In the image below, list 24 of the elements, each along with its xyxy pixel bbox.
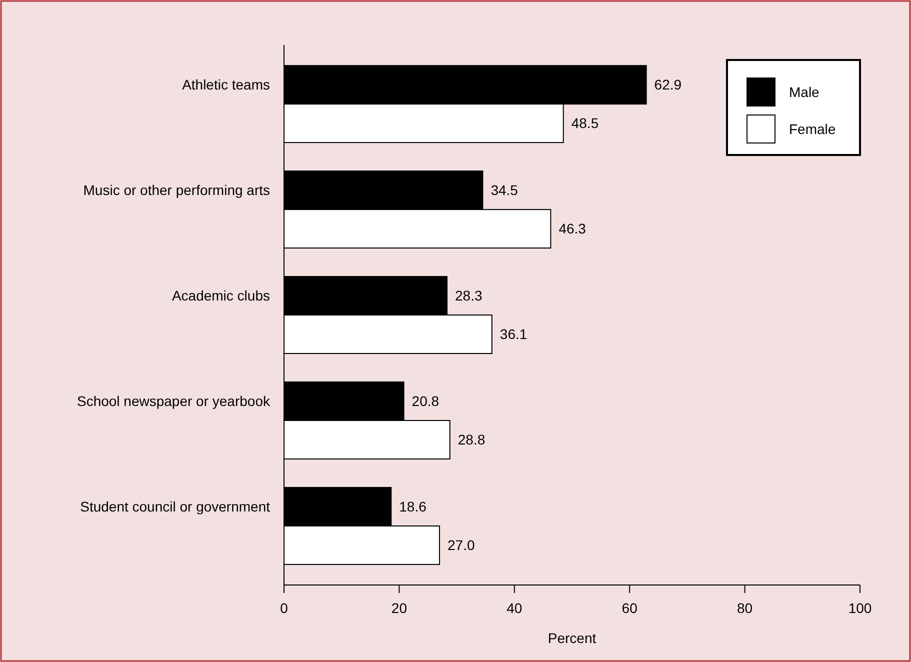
- x-tick-label: 20: [391, 600, 408, 616]
- x-tick-label: 80: [737, 600, 753, 616]
- x-tick-label: 40: [506, 600, 522, 616]
- y-tick-label: School newspaper or yearbook: [76, 393, 271, 410]
- data-label: 28.8: [458, 432, 486, 448]
- data-label: 20.8: [412, 393, 440, 410]
- data-label: 34.5: [490, 182, 518, 198]
- y-tick-label: Music or other performing arts: [83, 182, 270, 198]
- y-tick-label: Athletic teams: [182, 76, 270, 93]
- legend-label: Male: [789, 84, 820, 100]
- data-label: 46.3: [558, 220, 586, 237]
- x-axis-title: Percent: [548, 630, 596, 646]
- data-label: 18.6: [399, 498, 427, 515]
- legend-label: Female: [789, 120, 836, 137]
- y-tick-label: Academic clubs: [172, 288, 270, 304]
- data-label: 27.0: [448, 537, 475, 554]
- x-tick-label: 0: [280, 600, 288, 616]
- y-tick-label: Student council or government: [80, 498, 270, 515]
- data-label: 28.3: [455, 288, 482, 304]
- x-tick-label: 60: [622, 600, 638, 616]
- data-label: 48.5: [571, 115, 599, 132]
- data-label: 62.9: [654, 76, 682, 93]
- data-label: 36.1: [500, 326, 528, 342]
- x-tick-label: 100: [848, 600, 872, 616]
